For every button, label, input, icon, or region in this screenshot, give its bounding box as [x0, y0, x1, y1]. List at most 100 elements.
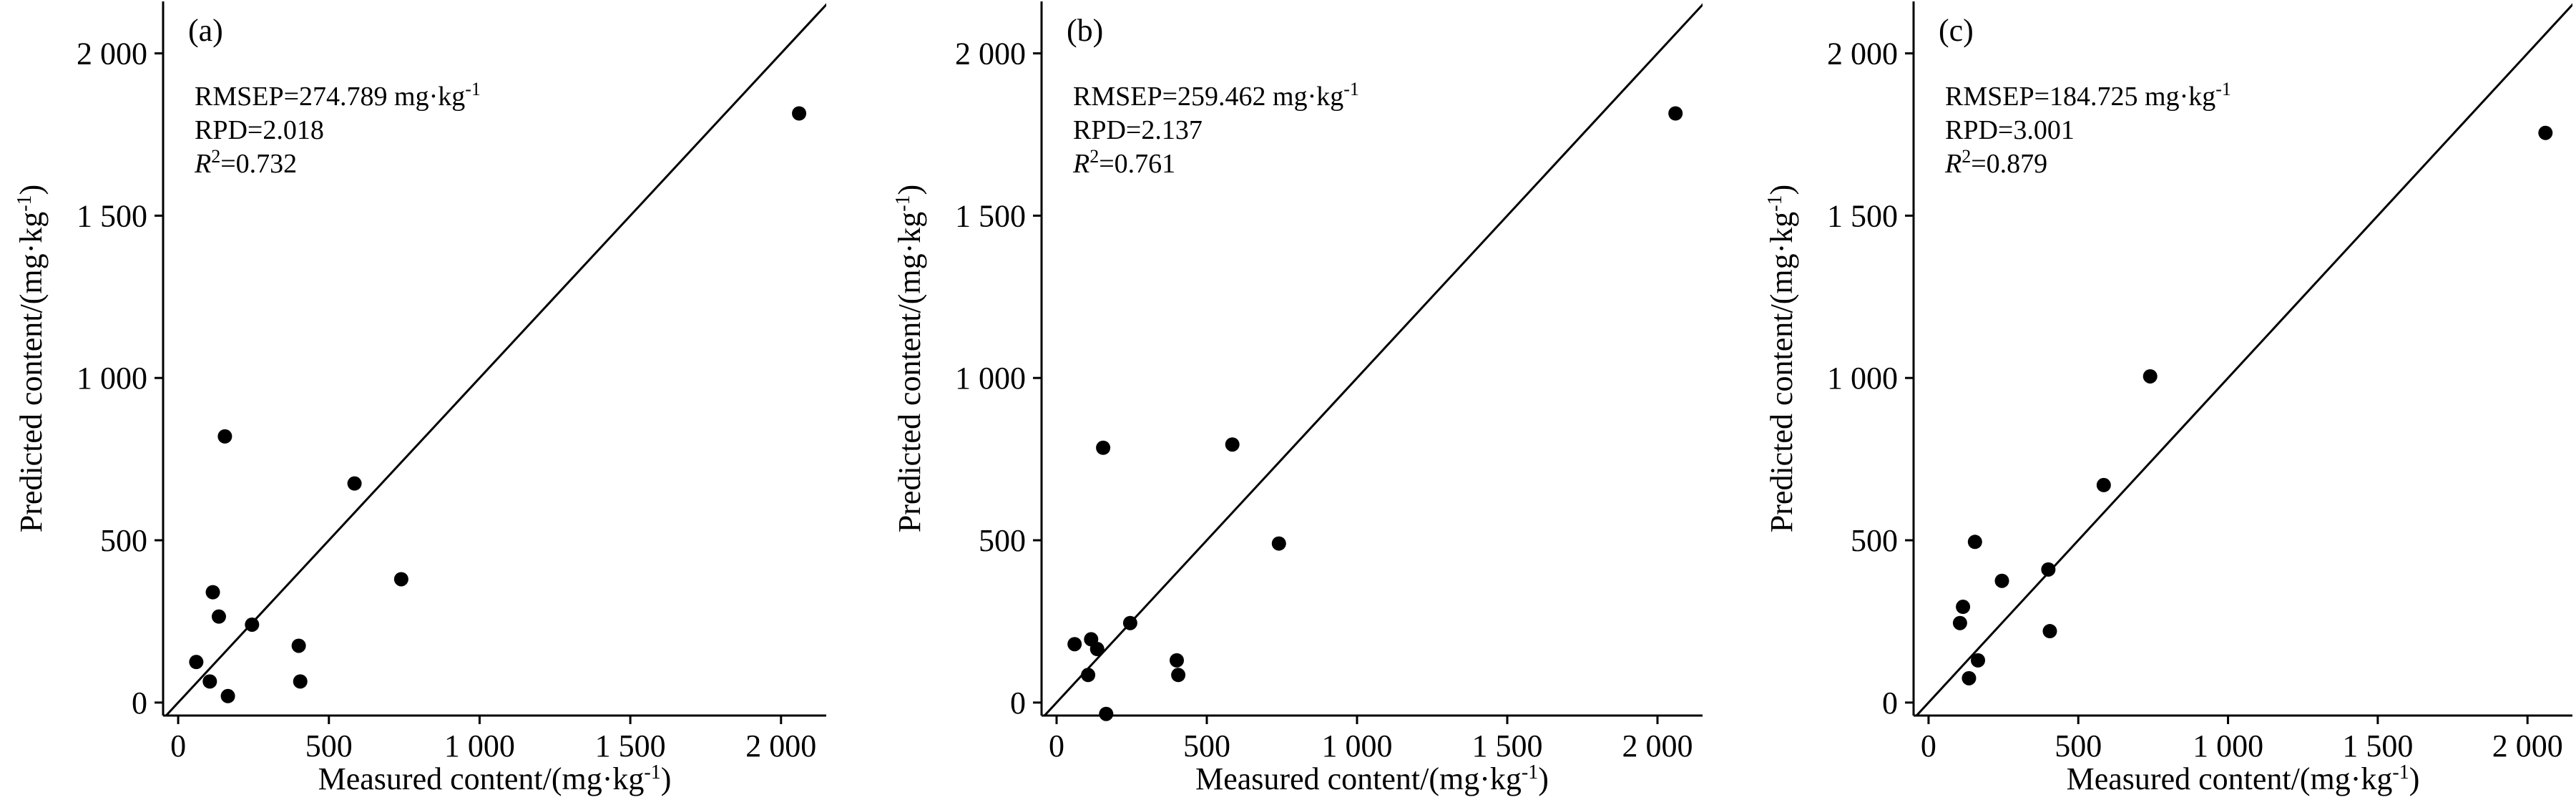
r2-exponent: 2: [1962, 146, 1971, 167]
r2-exponent: 2: [1089, 146, 1099, 167]
x-tick-label: 500: [305, 728, 353, 763]
x-axis-title-tail: ): [2409, 761, 2420, 796]
r2-text: R2=0.761: [1072, 146, 1175, 180]
x-tick-label: 1 000: [1322, 728, 1393, 763]
rmsep-text: RMSEP=274.789 mg·kg-1: [195, 79, 481, 112]
x-axis-title-sup: -1: [644, 761, 660, 784]
x-tick-label: 1 000: [444, 728, 515, 763]
y-tick-label: 1 500: [1827, 198, 1898, 233]
data-point: [2142, 369, 2158, 384]
data-point: [1668, 106, 1683, 121]
data-point: [1971, 653, 1986, 668]
rmsep-label: RMSEP=184.725 mg·kg: [1945, 82, 2215, 112]
rmsep-text: RMSEP=184.725 mg·kg-1: [1945, 79, 2231, 112]
y-axis-title: Predicted content/(mg·kg-1): [1764, 185, 1800, 532]
y-tick-label: 2 000: [955, 36, 1026, 72]
x-tick-label: 2 000: [1622, 728, 1693, 763]
r2-symbol: R: [1944, 149, 1962, 179]
x-tick-label: 0: [170, 728, 186, 763]
y-axis-title: Predicted content/(mg·kg-1): [14, 185, 49, 532]
r2-text: R2=0.879: [1944, 146, 2047, 180]
data-point: [1170, 653, 1184, 668]
x-axis-title-main: Measured content/(mg·kg: [2067, 761, 2393, 796]
identity-line: [165, 3, 826, 716]
panel-label: (a): [188, 13, 223, 48]
data-point: [189, 655, 204, 670]
data-point: [1271, 536, 1286, 551]
y-axis-title-main: Predicted content/(mg·kg: [892, 212, 927, 532]
data-point: [347, 476, 362, 491]
y-tick-label: 1 000: [1827, 361, 1898, 396]
rmsep-unit-sup: -1: [2215, 79, 2231, 99]
y-tick-label: 0: [1010, 685, 1026, 721]
r2-value: =0.761: [1099, 149, 1175, 179]
r2-exponent: 2: [211, 146, 220, 167]
x-tick-label: 2 000: [745, 728, 816, 763]
y-tick-label: 2 000: [77, 36, 147, 72]
chart-panel-b: 0 500 1 000 1 500 2 000 0 500 1 000 1 500 2 000 (b…: [892, 1, 1703, 796]
y-tick-label: 500: [979, 523, 1026, 558]
y-tick-label: 1 000: [77, 361, 147, 396]
data-point: [1067, 637, 1082, 652]
y-axis-title-sup: -1: [1764, 195, 1786, 211]
data-point: [1099, 706, 1114, 721]
x-tick-label: 1 500: [1472, 728, 1543, 763]
y-axis-title-sup: -1: [892, 195, 914, 211]
rpd-text: RPD=3.001: [1945, 115, 2075, 145]
data-point: [1122, 615, 1137, 630]
x-axis-title: Measured content/(mg·kg-1): [2067, 761, 2420, 797]
y-axis-title: Predicted content/(mg·kg-1): [892, 185, 928, 532]
data-point: [1225, 437, 1240, 452]
y-axis-title-main: Predicted content/(mg·kg: [1764, 212, 1799, 532]
y-axis-title-tail: ): [1764, 185, 1799, 195]
x-axis-title-main: Measured content/(mg·kg: [318, 761, 645, 796]
x-axis-title-main: Measured content/(mg·kg: [1195, 761, 1522, 796]
y-tick-label: 500: [1851, 523, 1898, 558]
data-point: [2042, 624, 2057, 639]
data-point: [1096, 440, 1111, 455]
data-point: [291, 638, 306, 653]
data-point: [1171, 668, 1186, 683]
x-tick-label: 1 500: [595, 728, 666, 763]
y-tick-label: 500: [100, 523, 147, 558]
x-tick-label: 500: [1183, 728, 1230, 763]
data-point: [2096, 477, 2111, 492]
data-point: [1952, 615, 1967, 630]
y-tick-label: 0: [1882, 685, 1898, 721]
identity-line: [1044, 3, 1703, 716]
y-tick-label: 1 000: [955, 361, 1026, 396]
x-axis-title-tail: ): [1538, 761, 1549, 796]
x-tick-label: 1 500: [2342, 728, 2413, 763]
r2-value: =0.732: [220, 149, 297, 179]
data-point: [1967, 535, 1982, 550]
x-axis-title-tail: ): [661, 761, 672, 796]
y-tick-label: 2 000: [1827, 36, 1898, 72]
data-point: [792, 106, 807, 121]
data-point: [393, 572, 408, 587]
y-axis-title-tail: ): [892, 185, 927, 195]
r2-symbol: R: [1072, 149, 1089, 179]
r2-symbol: R: [194, 149, 211, 179]
data-point: [1962, 670, 1977, 685]
data-point: [245, 617, 260, 632]
x-tick-label: 1 000: [2193, 728, 2263, 763]
x-tick-label: 0: [1921, 728, 1936, 763]
y-tick-label: 1 500: [955, 198, 1026, 233]
rmsep-unit-sup: -1: [1343, 79, 1359, 99]
data-point: [1956, 600, 1971, 615]
rmsep-unit-sup: -1: [465, 79, 481, 99]
x-axis-title-sup: -1: [1522, 761, 1538, 784]
rmsep-text: RMSEP=259.462 mg·kg-1: [1073, 79, 1359, 112]
y-tick-label: 1 500: [77, 198, 147, 233]
data-point: [1089, 642, 1105, 657]
panel-label: (c): [1939, 13, 1974, 48]
x-axis-title: Measured content/(mg·kg-1): [318, 761, 672, 797]
y-axis-title-tail: ): [14, 185, 49, 195]
x-tick-label: 2 000: [2492, 728, 2563, 763]
rpd-text: RPD=2.137: [1073, 115, 1203, 145]
r2-text: R2=0.732: [194, 146, 297, 180]
rmsep-label: RMSEP=259.462 mg·kg: [1073, 82, 1343, 112]
rmsep-label: RMSEP=274.789 mg·kg: [195, 82, 465, 112]
data-point: [2041, 562, 2056, 577]
